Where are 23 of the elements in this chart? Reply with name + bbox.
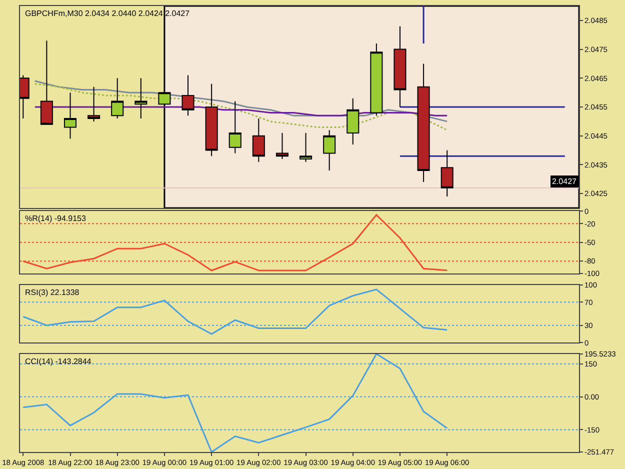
candlestick xyxy=(300,132,312,162)
candlestick xyxy=(64,92,77,140)
candlestick xyxy=(134,78,148,120)
ref-line-label: 2.0427 xyxy=(552,177,578,186)
chart-title: RSI(3) 22.1338 xyxy=(25,288,80,297)
candlestick xyxy=(323,130,336,172)
candlestick xyxy=(252,118,265,162)
candlestick xyxy=(111,78,124,120)
chart-title: GBPCHFm,M30 2.0434 2.0440 2.0424 2.0427 xyxy=(25,9,190,18)
line-series xyxy=(34,83,448,131)
candlestick xyxy=(417,63,430,183)
candlestick xyxy=(370,43,383,116)
candlestick xyxy=(394,26,406,108)
candlestick xyxy=(228,100,242,154)
chart-title: CCI(14) -143.2844 xyxy=(25,357,92,366)
candlestick xyxy=(40,40,53,125)
chart-title: %R(14) -94.9153 xyxy=(25,214,86,223)
candlestick xyxy=(346,98,360,146)
candlestick xyxy=(182,74,194,116)
candlestick xyxy=(440,150,454,197)
candlestick xyxy=(276,132,288,160)
candlestick xyxy=(205,83,218,157)
candlestick xyxy=(88,86,100,122)
